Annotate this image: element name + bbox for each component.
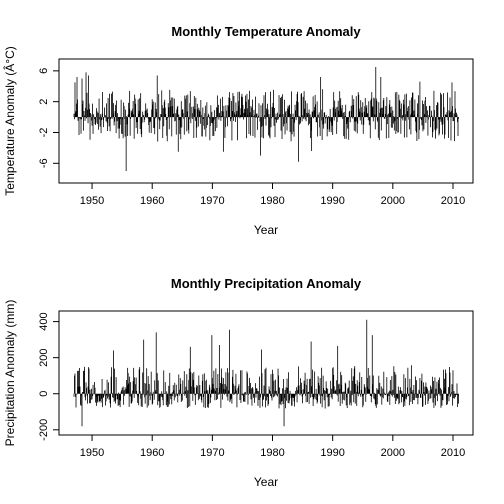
precipitation-series <box>73 319 459 427</box>
y-tick-label: -200 <box>38 419 50 441</box>
x-tick-label: 1990 <box>320 195 344 207</box>
x-tick-label: 1950 <box>80 447 104 459</box>
y-axis: -6 -2 2 6 <box>38 68 60 168</box>
x-tick-label: 1960 <box>140 195 164 207</box>
x-tick-label: 1970 <box>200 195 224 207</box>
x-tick-label: 2010 <box>441 447 465 459</box>
x-axis-label: Year <box>254 475 278 489</box>
x-axis-label: Year <box>254 223 278 237</box>
chart-title: Monthly Temperature Anomaly <box>171 24 361 39</box>
temperature-series <box>73 67 459 171</box>
y-axis-label: Precipitation Anomaly (mm) <box>3 300 17 447</box>
chart-title: Monthly Precipitation Anomaly <box>171 276 362 291</box>
anomaly-bars <box>73 319 459 427</box>
x-axis: 1950 1960 1970 1980 1990 2000 2010 <box>80 182 465 207</box>
x-tick-label: 1990 <box>320 447 344 459</box>
x-tick-label: 1980 <box>260 447 284 459</box>
y-axis-label: Temperature Anomaly (Â°C) <box>2 46 17 196</box>
y-tick-label: 200 <box>38 348 50 366</box>
y-tick-label: -6 <box>38 158 50 168</box>
y-axis: -200 0 200 400 <box>38 312 60 441</box>
anomaly-bars <box>73 67 459 171</box>
x-tick-label: 1980 <box>260 195 284 207</box>
y-tick-label: 2 <box>38 99 50 105</box>
precipitation-panel: Monthly Precipitation Anomaly Year Preci… <box>3 276 474 489</box>
x-tick-label: 1950 <box>80 195 104 207</box>
y-tick-label: 6 <box>38 68 50 74</box>
x-tick-label: 1970 <box>200 447 224 459</box>
x-tick-label: 2000 <box>381 195 405 207</box>
x-tick-label: 2010 <box>441 195 465 207</box>
y-tick-label: -2 <box>38 128 50 138</box>
x-tick-label: 2000 <box>381 447 405 459</box>
temperature-panel: Monthly Temperature Anomaly Year Tempera… <box>2 24 474 237</box>
y-tick-label: 400 <box>38 312 50 330</box>
x-axis: 1950 1960 1970 1980 1990 2000 2010 <box>80 434 465 459</box>
y-tick-label: 0 <box>38 391 50 397</box>
x-tick-label: 1960 <box>140 447 164 459</box>
